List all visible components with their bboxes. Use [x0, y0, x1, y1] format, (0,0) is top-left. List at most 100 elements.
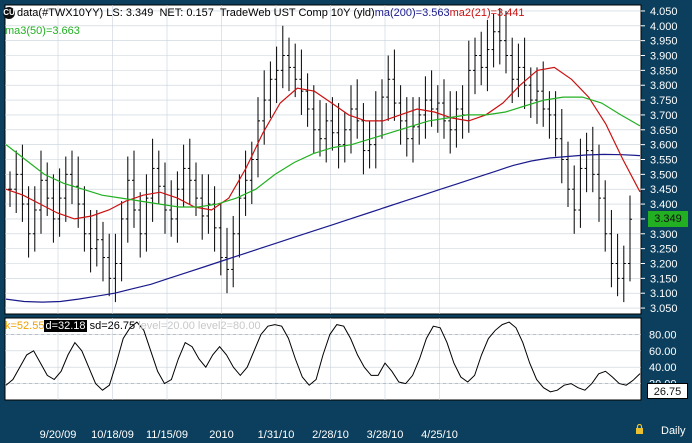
price-bar: [249, 141, 254, 205]
x-tick-label: 10/18/09: [91, 429, 134, 441]
price-bar: [163, 162, 167, 234]
price-bar: [262, 70, 267, 145]
chart-badge-icon[interactable]: CU: [3, 7, 15, 19]
price-bar: [628, 195, 632, 282]
price-bar: [225, 227, 229, 294]
price-bar: [392, 49, 397, 121]
stoch-d-line: [5, 321, 641, 393]
price-bar: [32, 186, 37, 252]
ma21-line: [5, 66, 641, 220]
price-bar: [454, 91, 459, 148]
price-bar: [256, 97, 260, 178]
price-bar: [88, 210, 93, 273]
price-bar: [187, 138, 192, 205]
y-tick-label: 3.850: [650, 65, 678, 77]
price-bar: [479, 31, 484, 86]
price-bar: [101, 221, 105, 282]
price-bar: [367, 120, 372, 169]
ma200-line: [5, 153, 641, 303]
price-bar: [144, 174, 149, 252]
price-bar: [516, 43, 521, 98]
price-bar: [566, 141, 570, 208]
price-bar: [609, 210, 614, 288]
price-bar: [237, 174, 242, 258]
stoch-level1-label: level=20.00: [138, 320, 195, 332]
price-bar: [293, 43, 298, 98]
price-bar: [181, 144, 186, 208]
price-bar: [603, 180, 608, 252]
y-tick-label: 3.600: [650, 140, 678, 152]
stoch-tick-label: 80.00: [649, 329, 677, 341]
price-bar: [417, 97, 422, 145]
price-bar: [305, 73, 310, 127]
price-bar: [318, 100, 322, 157]
y-tick-label: 3.950: [650, 36, 678, 48]
price-bar: [572, 165, 577, 234]
y-tick-label: 3.300: [650, 229, 678, 241]
price-bar: [39, 150, 43, 234]
period-label[interactable]: Daily: [661, 425, 686, 437]
price-bar: [559, 108, 564, 184]
y-tick-label: 3.500: [650, 169, 678, 181]
stoch-header: k=52.55d=32.18 sd=26.75 level=20.00 leve…: [5, 320, 261, 333]
ma21-label: ma2(21)=3.441: [449, 7, 525, 19]
price-bar: [355, 79, 360, 139]
last-osc-tag: 26.75: [647, 383, 688, 399]
price-bar: [280, 25, 285, 89]
price-bar: [14, 150, 19, 213]
price-bar: [448, 91, 453, 154]
price-bar: [578, 138, 583, 228]
price-bar: [119, 201, 124, 282]
price-bar: [311, 85, 316, 154]
price-bar: [231, 215, 236, 288]
stoch-sd-label: sd=26.75: [89, 320, 136, 332]
last-price-tag: 3.349: [648, 211, 688, 227]
y-tick-label: 3.900: [650, 51, 678, 63]
price-bar: [584, 132, 589, 193]
price-bar: [243, 150, 248, 216]
price-bar: [113, 233, 118, 303]
price-bar: [510, 37, 515, 104]
stoch-tick-label: 40.00: [649, 362, 677, 374]
y-tick-label: 3.200: [650, 258, 678, 270]
price-bar: [169, 180, 174, 237]
price-bar: [200, 174, 205, 240]
price-bar: [386, 55, 391, 121]
price-bar: [404, 97, 409, 157]
net-label: NET: 0.157: [159, 7, 214, 19]
y-tick-label: 3.550: [650, 155, 678, 167]
price-bar: [621, 245, 626, 303]
y-tick-label: 3.400: [650, 199, 678, 211]
price-bar: [504, 10, 508, 74]
y-tick-label: 3.700: [650, 110, 678, 122]
price-bar: [423, 76, 428, 139]
stoch-panel: [4, 317, 642, 401]
stoch-level2-label: level2=80.00: [197, 320, 261, 332]
x-tick-label: 1/31/10: [258, 429, 295, 441]
y-tick-label: 3.650: [650, 125, 678, 137]
price-bar: [590, 126, 595, 193]
price-bar: [411, 97, 415, 163]
stoch-tick-label: 60.00: [649, 346, 677, 358]
y-tick-label: 4.000: [650, 21, 678, 33]
price-bar: [349, 85, 353, 154]
price-bar: [94, 210, 99, 267]
price-bar: [287, 37, 291, 92]
price-bar: [342, 111, 347, 163]
series-label: data(#TWX10YY): [17, 7, 104, 19]
ma50-line: [5, 96, 641, 208]
price-bar: [156, 150, 161, 205]
price-bar: [299, 49, 304, 115]
price-bar: [324, 103, 329, 163]
lock-icon[interactable]: [635, 421, 644, 434]
x-tick-label: 3/28/10: [367, 429, 404, 441]
price-bar: [150, 138, 155, 222]
price-bar: [535, 67, 539, 124]
price-bar: [615, 233, 620, 297]
y-tick-label: 4.050: [650, 6, 678, 18]
price-bar: [76, 156, 81, 228]
price-bar: [138, 192, 143, 258]
price-bar: [274, 46, 279, 104]
x-tick-label: 9/20/09: [40, 429, 77, 441]
price-bar: [553, 91, 558, 157]
